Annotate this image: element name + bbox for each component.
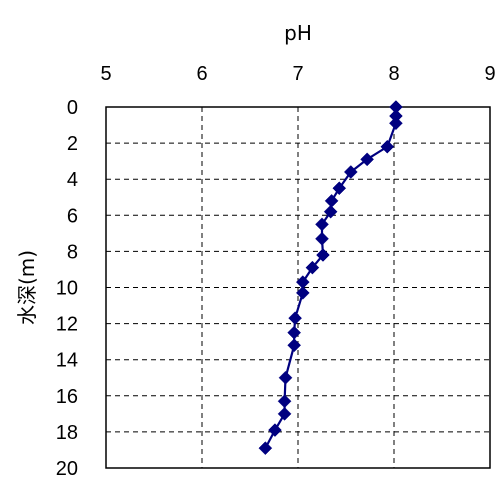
data-point-14 xyxy=(295,286,310,300)
data-point-11 xyxy=(316,248,330,262)
data-point-8 xyxy=(323,204,338,219)
x-axis-tick-labels: 5 6 7 8 9 xyxy=(100,63,495,85)
data-point-4 xyxy=(360,152,374,167)
x-tick-label: 6 xyxy=(196,63,207,85)
grid-lines xyxy=(106,107,490,468)
data-point-2 xyxy=(389,116,403,131)
y-tick-label: 4 xyxy=(67,169,78,191)
data-point-22 xyxy=(258,441,273,455)
data-point-20 xyxy=(277,406,292,421)
y-tick-label: 12 xyxy=(56,314,78,336)
data-point-5 xyxy=(343,165,358,179)
data-point-10 xyxy=(315,231,329,246)
x-tick-label: 5 xyxy=(100,63,111,85)
x-tick-label: 7 xyxy=(292,63,303,85)
y-tick-label: 16 xyxy=(56,386,78,408)
data-point-6 xyxy=(332,181,347,196)
data-point-15 xyxy=(288,311,302,326)
y-tick-label: 6 xyxy=(67,205,78,227)
x-axis-title: pH xyxy=(284,21,312,45)
x-tick-label: 8 xyxy=(388,63,399,85)
series-ph-profile xyxy=(258,100,403,455)
x-tick-label: 9 xyxy=(484,63,495,85)
y-tick-label: 20 xyxy=(56,458,78,480)
y-tick-label: 18 xyxy=(56,422,78,444)
data-point-18 xyxy=(278,370,293,385)
plot-area-frame xyxy=(105,106,491,469)
y-tick-label: 10 xyxy=(56,278,78,300)
y-axis-title: 水深(m) xyxy=(15,250,39,325)
data-point-3 xyxy=(380,139,395,154)
y-tick-label: 2 xyxy=(67,133,78,155)
data-point-9 xyxy=(315,217,329,232)
data-point-12 xyxy=(305,260,320,275)
y-axis-tick-labels: 0 2 4 6 8 10 12 14 16 18 20 xyxy=(56,97,78,480)
y-tick-label: 0 xyxy=(67,97,78,119)
data-point-21 xyxy=(268,423,282,437)
data-point-17 xyxy=(287,338,302,353)
y-tick-label: 14 xyxy=(56,350,78,372)
y-tick-label: 8 xyxy=(67,241,78,263)
